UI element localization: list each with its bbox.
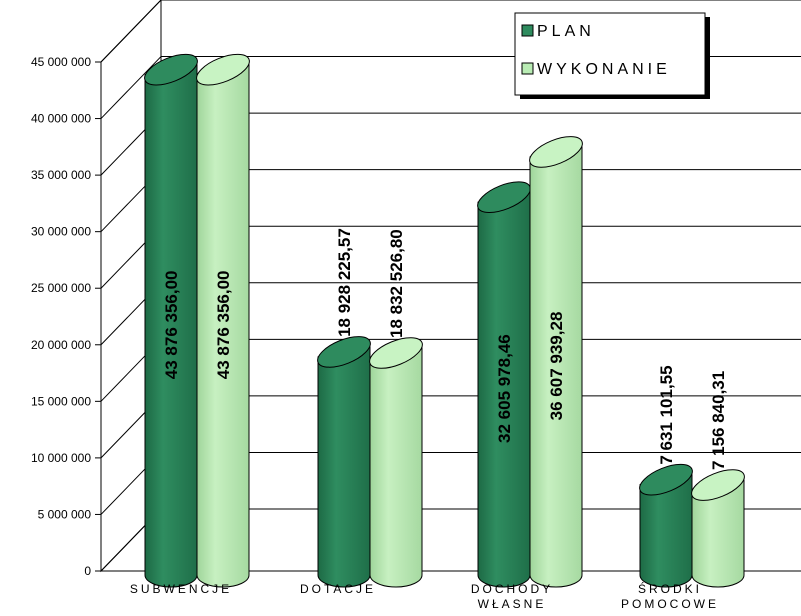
- y-tick-label: 5 000 000: [38, 507, 92, 521]
- bars: [144, 53, 745, 588]
- y-tick-label: 20 000 000: [31, 338, 91, 352]
- legend-label-plan: PLAN: [537, 23, 595, 40]
- y-tick-label: 45 000 000: [31, 55, 91, 69]
- legend-box: [514, 12, 706, 96]
- bar-wykonanie-1-top: [369, 337, 423, 369]
- y-tick-label: 10 000 000: [31, 451, 91, 465]
- bar-plan-0-top: [144, 53, 198, 86]
- data-label-wykonanie-0: 43 876 356,00: [214, 270, 233, 379]
- bar-wykonanie-0-top: [196, 53, 250, 86]
- bar-wykonanie-0: [196, 64, 250, 588]
- legend-label-wykonanie: WYKONANIE: [537, 61, 671, 78]
- y-tick-label: 0: [84, 564, 91, 578]
- data-labels: 43 876 356,00 43 876 356,00 18 928 225,57 1…: [162, 228, 728, 470]
- y-tick-label: 40 000 000: [31, 112, 91, 126]
- legend-swatch-wykonanie: [521, 62, 534, 75]
- bar-plan-1: [317, 346, 371, 588]
- data-label-plan-2: 32 605 978,46: [495, 334, 514, 443]
- bar-wykonanie-3-top: [691, 469, 745, 501]
- y-tick-label: 15 000 000: [31, 394, 91, 408]
- data-label-wykonanie-3: 7 156 840,31: [709, 371, 728, 470]
- legend-swatch-plan: [521, 24, 534, 37]
- bar-wykonanie-3: [691, 479, 745, 588]
- data-label-plan-0: 43 876 356,00: [162, 270, 181, 379]
- y-axis-ticks: 0 5 000 000 10 000 000 15 000 000 20 000 000…: [31, 55, 101, 578]
- y-tick-label: 25 000 000: [31, 281, 91, 295]
- data-label-plan-1: 18 928 225,57: [335, 228, 354, 337]
- data-label-wykonanie-1: 18 832 526,80: [387, 229, 406, 338]
- gridline-side: [100, 56, 162, 119]
- gridline-side: [100, 0, 162, 63]
- category-label-0: SUBWENCJE: [130, 582, 232, 596]
- bar-wykonanie-2: [529, 146, 583, 588]
- category-label-3: ŚRODKI: [638, 581, 702, 596]
- category-label-1: DOTACJE: [300, 582, 376, 596]
- bar-wykonanie-2-top: [529, 136, 583, 168]
- y-tick-label: 30 000 000: [31, 225, 91, 239]
- category-label-2: DOCHODY: [471, 582, 553, 596]
- legend: PLAN WYKONANIE: [514, 12, 710, 99]
- bar-plan-3-top: [639, 463, 693, 496]
- bar-plan-3: [639, 474, 693, 588]
- y-tick-label: 35 000 000: [31, 168, 91, 182]
- bar-plan-1-top: [317, 336, 371, 368]
- category-label-3: POMOCOWE: [621, 597, 719, 611]
- bar-plan-0: [144, 64, 198, 588]
- data-label-wykonanie-2: 36 607 939,28: [547, 312, 566, 421]
- bar-wykonanie-1: [369, 347, 423, 588]
- bar-plan-2: [477, 191, 531, 588]
- category-label-2: WŁASNE: [478, 597, 547, 611]
- data-label-plan-3: 7 631 101,55: [657, 365, 676, 464]
